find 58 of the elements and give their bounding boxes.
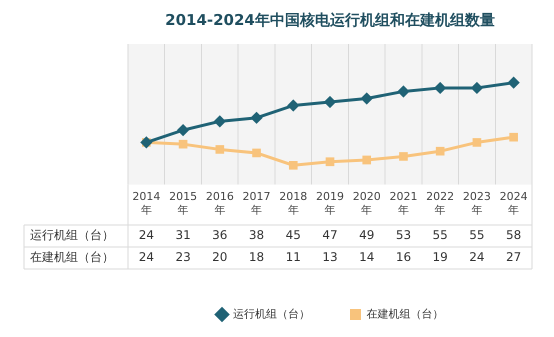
point — [472, 138, 482, 147]
data-label: 58 — [506, 228, 522, 242]
x-tick-label: 2021年 — [389, 190, 418, 216]
data-label: 47 — [322, 228, 338, 242]
text: 运行机组（台） — [30, 228, 114, 242]
point — [361, 92, 372, 104]
chart-title: 2014-2024年中国核电运行机组和在建机组数量 — [165, 10, 495, 29]
data-label: 55 — [432, 228, 448, 242]
point — [214, 116, 226, 127]
x-tick-label: 2018年 — [279, 190, 308, 216]
x-tick-label: 2019年 — [316, 190, 344, 216]
point — [252, 148, 261, 158]
x-tick-label: 2016年 — [206, 190, 234, 216]
data-label: 24 — [138, 228, 154, 242]
point — [471, 82, 482, 94]
data-label: 31 — [175, 228, 191, 242]
x-tick-label: 2020年 — [352, 190, 381, 216]
point — [398, 86, 409, 97]
point — [326, 157, 334, 166]
data-label: 24 — [469, 250, 485, 264]
text: 在建机组（台） — [30, 250, 114, 264]
x-tick-label: 2024年 — [500, 190, 528, 216]
data-label: 24 — [138, 250, 154, 264]
point — [288, 160, 298, 170]
legend-label: 运行机组（台） — [233, 307, 310, 320]
point — [251, 112, 262, 124]
data-label: 36 — [212, 228, 228, 242]
data-label: 53 — [396, 228, 412, 242]
x-tick-label: 2017年 — [242, 190, 271, 216]
data-label: 18 — [248, 250, 264, 264]
data-label: 27 — [506, 250, 522, 264]
point — [362, 156, 372, 164]
point — [399, 152, 408, 161]
data-label: 14 — [359, 250, 374, 264]
data-label: 55 — [469, 228, 485, 242]
data-label: 11 — [286, 250, 301, 264]
point — [288, 100, 299, 112]
x-tick-label: 2023年 — [462, 190, 491, 216]
data-label: 13 — [322, 250, 338, 264]
data-label: 45 — [286, 228, 301, 242]
point — [178, 124, 189, 136]
point — [178, 140, 188, 149]
data-label: 19 — [432, 250, 448, 264]
x-tick-label: 2014年 — [132, 190, 160, 216]
x-tick-label: 2022年 — [426, 190, 454, 216]
legend-label: 在建机组（台） — [366, 307, 444, 320]
point — [436, 146, 445, 156]
data-label: 49 — [359, 228, 374, 242]
point — [215, 145, 224, 154]
point — [324, 96, 336, 108]
point — [508, 77, 520, 88]
point — [509, 132, 518, 142]
data-label: 23 — [175, 250, 191, 264]
data-label: 16 — [396, 250, 412, 264]
data-label: 20 — [212, 250, 228, 264]
x-tick-label: 2015年 — [169, 190, 198, 216]
point — [434, 82, 446, 94]
data-label: 38 — [248, 228, 264, 242]
